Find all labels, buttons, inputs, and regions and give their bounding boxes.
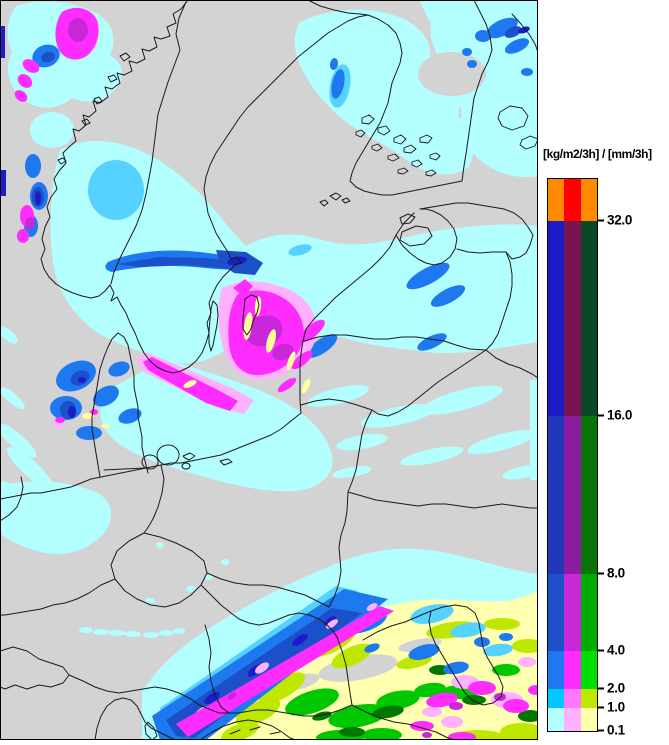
legend-band: [548, 574, 597, 651]
finland-russia-border: [461, 0, 493, 182]
austria-hungary-border: [204, 624, 245, 714]
poland-slovakia-border: [206, 572, 330, 608]
legend-tick: 1.0: [597, 700, 625, 715]
legend-tick: 4.0: [597, 643, 625, 658]
moldova-border: [428, 604, 504, 706]
belarus-russia-border: [485, 349, 539, 379]
legend-band: [548, 416, 597, 574]
finland-south-coast: [371, 180, 463, 196]
legend-tick: 2.0: [597, 681, 625, 696]
adriatic-coast: [94, 697, 176, 741]
latvia-russia-border: [485, 251, 513, 351]
sweden-west-coast: [109, 284, 182, 374]
lithuania-belarus-border: [371, 349, 487, 417]
romania-ukraine-border: [362, 610, 432, 641]
cloud-free-hole: [418, 52, 486, 96]
gulf-of-bothnia-east: [349, 14, 403, 194]
legend-ticks: 32.0 16.0 8.0 4.0 2.0 1.0 0.1: [597, 178, 667, 738]
precipitation-map: [0, 0, 546, 745]
borders-layer: [0, 0, 539, 741]
estonia-latvia-border: [456, 248, 507, 254]
serbia-romania-border: [351, 704, 455, 741]
jutland-coast: [91, 332, 149, 478]
gotland: [242, 294, 260, 336]
legend-tick: 0.1: [597, 723, 625, 738]
austria-italy-border: [68, 674, 230, 714]
oland: [208, 300, 219, 352]
legend-unit-label: [kg/m2/3h] / [mm/3h]: [543, 147, 652, 161]
legend-tick: 16.0: [597, 408, 632, 423]
estonia-russia-border: [505, 234, 534, 260]
legend-band: [548, 221, 597, 416]
gulf-of-bothnia-west: [203, 14, 369, 253]
germany-austria-border: [0, 578, 116, 616]
precip-purple-layer: [25, 18, 506, 738]
poland-belarus-border: [347, 409, 373, 493]
south-baltic-coast: [100, 412, 302, 478]
legend-tick: 32.0: [597, 213, 632, 228]
swiss-border: [0, 646, 70, 690]
germany-poland-border: [143, 464, 165, 534]
latvia-lithuania-border: [303, 334, 487, 351]
sweden-finland-border: [307, 0, 369, 16]
finland-lakes: [355, 114, 441, 177]
croatia-coast: [199, 719, 297, 741]
estonia-north-coast: [419, 202, 534, 236]
legend-tick: 8.0: [597, 566, 625, 581]
poland-ukraine-border: [328, 491, 349, 608]
slovakia-hungary-border: [200, 584, 338, 638]
sweden-east-coast: [180, 251, 242, 372]
hungary-romania-border: [336, 636, 353, 706]
belarus-ukraine-border: [347, 491, 539, 509]
legend-band: [548, 689, 597, 708]
norway-sweden-border: [110, 1, 187, 285]
precip-yellow-streaks: [82, 296, 311, 428]
czech-border: [110, 532, 208, 608]
legend-band: [548, 179, 597, 221]
hungary-serbia-border: [243, 704, 353, 717]
gulf-of-riga: [395, 208, 458, 266]
legend-band: [548, 708, 597, 731]
north-sea-coast: [0, 476, 102, 500]
map-canvas: [0, 0, 546, 745]
baltic-east-coast: [299, 212, 415, 414]
legend-color-bar: [547, 178, 598, 732]
legend-band: [548, 651, 597, 689]
